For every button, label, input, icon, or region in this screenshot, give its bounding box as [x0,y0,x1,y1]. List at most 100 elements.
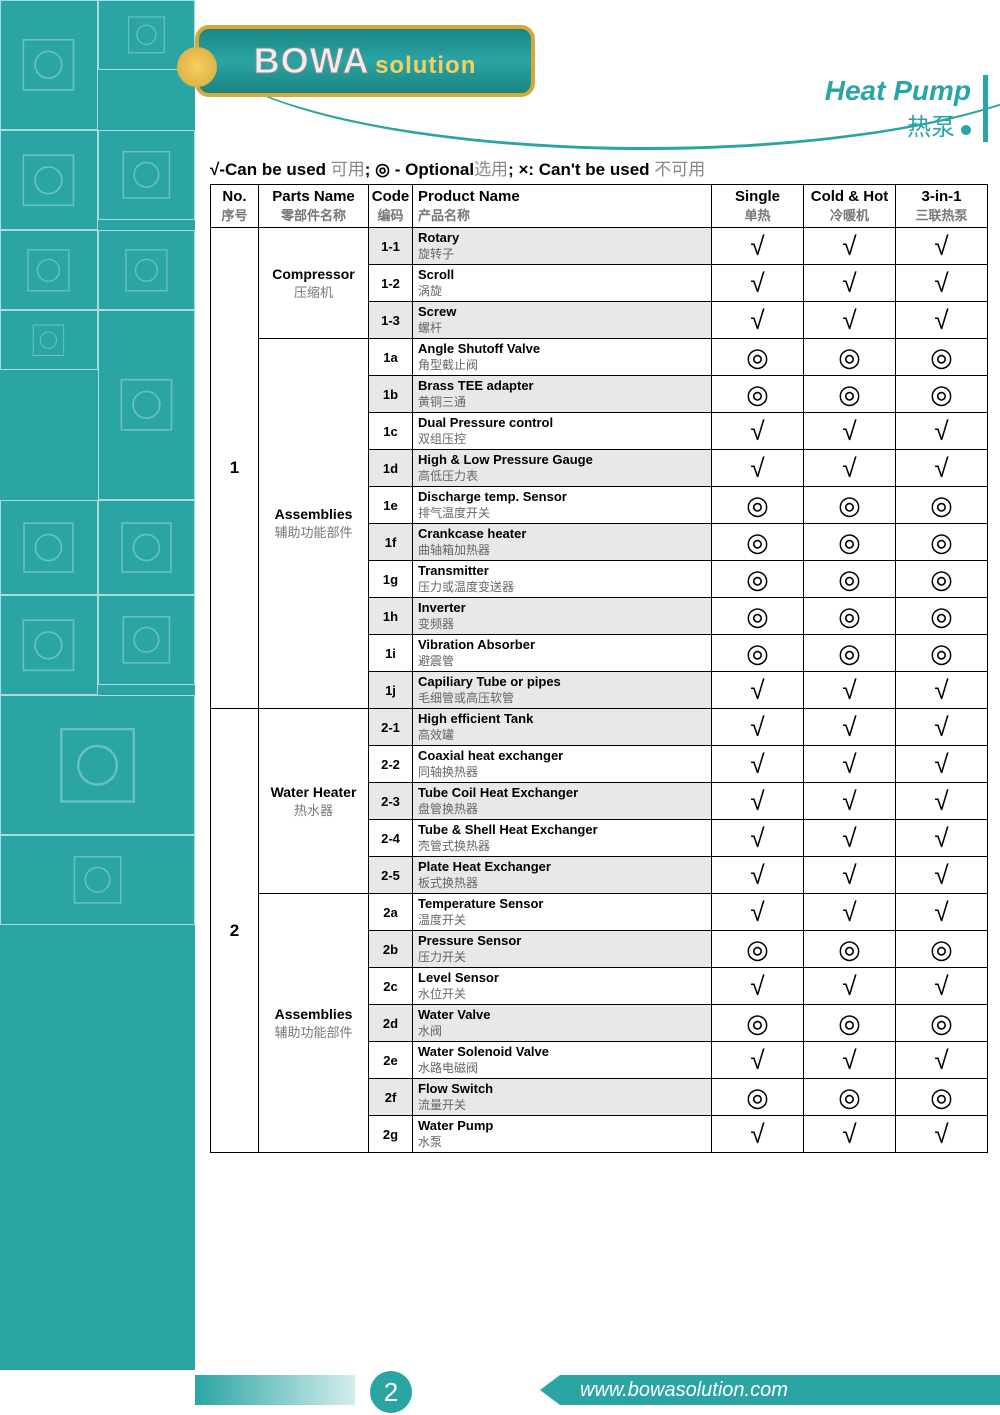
cell-mark: ◎ [712,561,804,598]
sidebar-diagram-cell [0,0,98,130]
cell-mark: ◎ [712,524,804,561]
cell-mark: √ [896,1042,988,1079]
cell-mark: √ [896,894,988,931]
cell-mark: ◎ [712,1005,804,1042]
cell-mark: ◎ [804,1079,896,1116]
cell-mark: √ [896,302,988,339]
cell-mark: √ [712,1042,804,1079]
cell-code: 2-2 [369,746,413,783]
cell-product-name: Pressure Sensor压力开关 [413,931,712,968]
cell-mark: ◎ [804,339,896,376]
legend-text: √-Can be used 可用; ◎ - Optional选用; ×: Can… [210,155,988,180]
cell-mark: ◎ [896,487,988,524]
footer-url: www.bowasolution.com [580,1379,788,1402]
cell-product-name: Water Pump水泵 [413,1116,712,1153]
cell-code: 2-4 [369,820,413,857]
cell-mark: ◎ [896,376,988,413]
sidebar-diagram-cell [0,230,98,310]
cell-mark: √ [712,1116,804,1153]
cell-product-name: High efficient Tank高效罐 [413,709,712,746]
cell-code: 1d [369,450,413,487]
cell-code: 2g [369,1116,413,1153]
sidebar-diagram-cell [98,130,196,220]
cell-mark: √ [712,894,804,931]
th-no: No.序号 [211,185,259,228]
brand-logo: BOWA solution [195,25,535,97]
cell-product-name: Water Solenoid Valve水路电磁阀 [413,1042,712,1079]
cell-mark: ◎ [804,487,896,524]
cell-mark: √ [804,265,896,302]
cell-mark: ◎ [712,376,804,413]
cell-mark: √ [804,709,896,746]
cell-mark: √ [896,857,988,894]
cell-mark: √ [896,783,988,820]
cell-no: 1 [211,228,259,709]
cell-mark: √ [804,968,896,1005]
th-code: Code编码 [369,185,413,228]
cell-code: 2-5 [369,857,413,894]
th-product: Product Name产品名称 [413,185,712,228]
cell-mark: √ [804,857,896,894]
sidebar-diagram-cell [0,500,98,595]
cell-mark: √ [804,820,896,857]
page-number: 2 [370,1371,412,1413]
cell-mark: ◎ [712,598,804,635]
cell-product-name: Flow Switch流量开关 [413,1079,712,1116]
cell-mark: √ [712,228,804,265]
cell-mark: √ [712,783,804,820]
cell-mark: ◎ [804,1005,896,1042]
cell-mark: √ [804,228,896,265]
cell-code: 2f [369,1079,413,1116]
cell-parts-name: Assemblies辅助功能部件 [259,894,369,1153]
table-row: Assemblies辅助功能部件1aAngle Shutoff Valve角型截… [211,339,988,376]
cell-product-name: Vibration Absorber避震管 [413,635,712,672]
table-row: 1Compressor压缩机1-1Rotary旋转子√√√ [211,228,988,265]
cell-product-name: Rotary旋转子 [413,228,712,265]
cell-product-name: Coaxial heat exchanger同轴换热器 [413,746,712,783]
cell-mark: √ [804,450,896,487]
cell-mark: √ [712,413,804,450]
cell-code: 2c [369,968,413,1005]
cell-product-name: Scroll涡旋 [413,265,712,302]
cell-product-name: Screw螺杆 [413,302,712,339]
cell-code: 1c [369,413,413,450]
sidebar-diagram-cell [0,310,98,370]
cell-code: 1g [369,561,413,598]
sidebar-diagram-cell [98,310,196,500]
cell-code: 2b [369,931,413,968]
cell-code: 1-3 [369,302,413,339]
cell-mark: √ [712,820,804,857]
cell-mark: ◎ [712,487,804,524]
cell-mark: ◎ [896,635,988,672]
cell-code: 2-1 [369,709,413,746]
cell-parts-name: Compressor压缩机 [259,228,369,339]
cell-mark: √ [712,746,804,783]
cell-product-name: Level Sensor水位开关 [413,968,712,1005]
cell-code: 2d [369,1005,413,1042]
cell-mark: ◎ [804,561,896,598]
cell-product-name: Transmitter压力或温度变送器 [413,561,712,598]
cell-mark: √ [804,746,896,783]
cell-product-name: Plate Heat Exchanger板式换热器 [413,857,712,894]
page-title-cn: 热泵 [907,114,955,141]
cell-mark: √ [712,968,804,1005]
cell-code: 1j [369,672,413,709]
cell-mark: ◎ [712,1079,804,1116]
cell-code: 1i [369,635,413,672]
sidebar-diagram-cell [0,695,195,835]
cell-code: 1-1 [369,228,413,265]
cell-mark: ◎ [896,1005,988,1042]
cell-code: 1f [369,524,413,561]
sidebar-diagram-cell [0,595,98,695]
cell-mark: √ [804,1042,896,1079]
cell-product-name: Discharge temp. Sensor排气温度开关 [413,487,712,524]
cell-product-name: Inverter变频器 [413,598,712,635]
cell-mark: √ [804,413,896,450]
cell-mark: √ [896,450,988,487]
cell-product-name: Brass TEE adapter黄铜三通 [413,376,712,413]
cell-mark: ◎ [804,635,896,672]
cell-mark: √ [896,820,988,857]
logo-main: BOWA [254,40,370,81]
cell-product-name: Dual Pressure control双组压控 [413,413,712,450]
cell-mark: ◎ [804,376,896,413]
